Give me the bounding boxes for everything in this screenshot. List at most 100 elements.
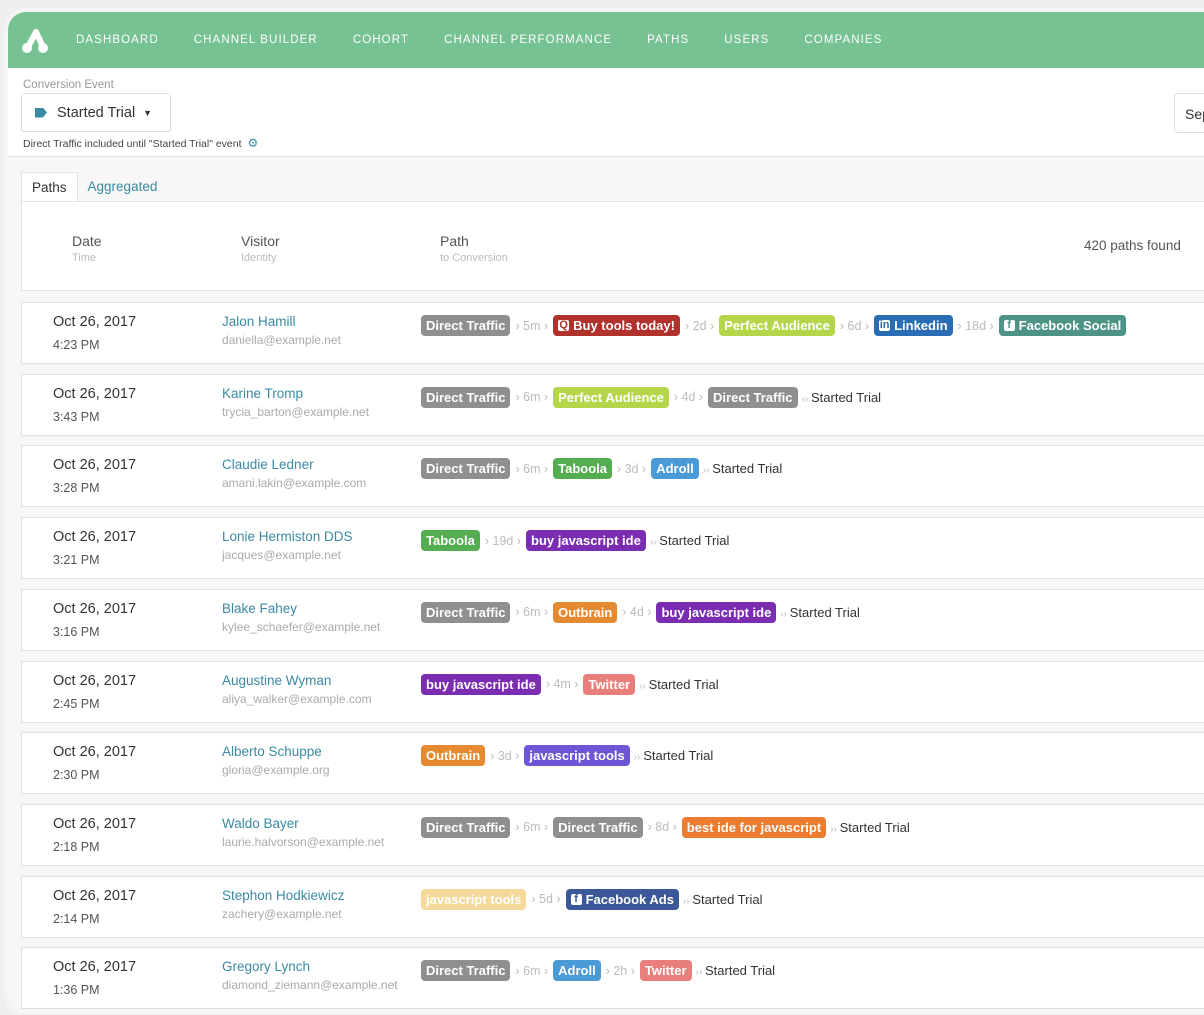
- table-row[interactable]: Oct 26, 2017 3:21 PM Lonie Hermiston DDS ja…: [21, 517, 1204, 580]
- channel-tag-label: Taboola: [426, 533, 475, 549]
- linkedin-icon: in: [879, 319, 891, 331]
- table-row[interactable]: Oct 26, 2017 2:45 PM Augustine Wyman aliya_…: [21, 660, 1204, 723]
- channel-tag[interactable]: Direct Traffic: [421, 601, 511, 623]
- search-icon: Q: [558, 319, 570, 331]
- channel-tag[interactable]: buy javascript ide: [656, 601, 777, 623]
- channel-tag[interactable]: Direct Traffic: [553, 816, 643, 838]
- conversion-event-dropdown[interactable]: Started Trial ▼: [21, 93, 171, 132]
- paths-count: 420 paths found: [1084, 238, 1181, 253]
- visitor-name-link[interactable]: Gregory Lynch: [222, 959, 311, 975]
- visitor-name-link[interactable]: Augustine Wyman: [222, 672, 332, 688]
- row-time: 3:16 PM: [53, 624, 100, 639]
- channel-tag[interactable]: Direct Traffic: [421, 458, 511, 480]
- table-row[interactable]: Oct 26, 2017 2:14 PM Stephon Hodkiewicz zac…: [21, 875, 1204, 938]
- visitor-name-link[interactable]: Jalon Hamill: [222, 314, 296, 329]
- conversion-event: Started Trial: [634, 748, 713, 763]
- channel-tag[interactable]: Outbrain: [421, 745, 486, 767]
- date-range-button[interactable]: Sep: [1174, 93, 1204, 133]
- channel-tag[interactable]: in Linkedin: [874, 315, 953, 336]
- facebook-icon: f: [1003, 320, 1015, 331]
- nav-users[interactable]: USERS: [724, 34, 770, 46]
- nav-channel-builder[interactable]: CHANNEL BUILDER: [193, 34, 318, 46]
- time-gap: › 4d ›: [622, 605, 652, 620]
- channel-tag[interactable]: buy javascript ide: [526, 530, 646, 552]
- row-time: 3:43 PM: [53, 409, 100, 424]
- channel-tag[interactable]: Direct Traffic: [421, 816, 511, 838]
- table-row[interactable]: Oct 26, 2017 4:23 PM Jalon Hamill daniella@…: [21, 302, 1204, 364]
- time-gap: › 6m ›: [515, 820, 549, 835]
- nav-companies[interactable]: COMPANIES: [804, 34, 883, 46]
- channel-tag[interactable]: best ide for javascript: [681, 816, 827, 838]
- nav-cohort[interactable]: COHORT: [352, 34, 410, 46]
- conversion-event: Started Trial: [830, 820, 910, 835]
- channel-tag-label: Direct Traffic: [426, 389, 506, 405]
- visitor-name-link[interactable]: Karine Tromp: [222, 385, 304, 401]
- visitor-name-link[interactable]: Blake Fahey: [222, 600, 298, 616]
- nav-channel-performance[interactable]: CHANNEL PERFORMANCE: [444, 34, 613, 46]
- row-date: Oct 26, 2017: [53, 887, 137, 904]
- channel-tag[interactable]: javascript tools: [524, 745, 630, 767]
- channel-tag[interactable]: Taboola: [421, 530, 480, 552]
- visitor-name-link[interactable]: Waldo Bayer: [222, 815, 299, 831]
- conversion-event-label: Conversion Event: [23, 79, 114, 91]
- table-row[interactable]: Oct 26, 2017 3:43 PM Karine Tromp trycia_ba…: [21, 373, 1204, 436]
- logo-icon[interactable]: [20, 25, 50, 55]
- time-gap: › 6m ›: [515, 963, 549, 978]
- channel-tag[interactable]: Perfect Audience: [719, 315, 835, 336]
- conversion-path: Direct Traffic › 5m › Q Buy tools today! › 2…: [421, 315, 1127, 336]
- visitor-email: gloria@example.org: [222, 763, 330, 778]
- channel-tag-label: Buy tools today!: [573, 318, 675, 333]
- gear-icon[interactable]: ⚙: [247, 136, 259, 150]
- channel-tag-label: Direct Traffic: [558, 819, 638, 835]
- channel-tag-label: Taboola: [558, 461, 607, 477]
- table-row[interactable]: Oct 26, 2017 2:30 PM Alberto Schuppe gloria…: [21, 732, 1204, 795]
- visitor-email: laurie.halvorson@example.net: [222, 834, 385, 849]
- channel-tag-label: javascript tools: [529, 748, 625, 764]
- tab-aggregated[interactable]: Aggregated: [87, 179, 158, 194]
- channel-tag[interactable]: Adroll: [651, 458, 699, 480]
- row-time: 3:21 PM: [53, 553, 100, 568]
- visitor-email: diamond_ziemann@example.net: [222, 978, 398, 993]
- row-time: 4:23 PM: [53, 338, 100, 352]
- visitor-name-link[interactable]: Stephon Hodkiewicz: [222, 887, 345, 903]
- visitor-name-link[interactable]: Claudie Ledner: [222, 457, 314, 473]
- channel-tag[interactable]: Taboola: [553, 458, 612, 480]
- channel-tag[interactable]: Twitter: [583, 673, 636, 695]
- nav-paths[interactable]: PATHS: [647, 34, 690, 46]
- time-gap: › 4d ›: [673, 390, 704, 405]
- nav-dashboard[interactable]: DASHBOARD: [76, 34, 159, 46]
- visitor-email: kylee_schaefer@example.net: [222, 619, 381, 634]
- visitor-name-link[interactable]: Alberto Schuppe: [222, 744, 322, 760]
- channel-tag[interactable]: javascript tools: [421, 888, 527, 910]
- time-gap: › 6m ›: [515, 461, 549, 476]
- channel-tag[interactable]: f Facebook Ads: [565, 888, 679, 910]
- facebook-icon: f: [570, 893, 582, 905]
- col-path: Path to Conversion: [440, 233, 508, 264]
- table-row[interactable]: Oct 26, 2017 3:16 PM Blake Fahey kylee_scha…: [21, 588, 1204, 651]
- app-window: DASHBOARD CHANNEL BUILDER COHORT CHANNEL…: [8, 12, 1204, 1012]
- time-gap: › 2h ›: [605, 963, 635, 978]
- table-row[interactable]: Oct 26, 2017 3:28 PM Claudie Ledner amani.l…: [21, 445, 1204, 508]
- channel-tag-label: buy javascript ide: [661, 604, 772, 620]
- channel-tag[interactable]: Q Buy tools today!: [553, 315, 680, 336]
- tab-paths[interactable]: Paths: [21, 172, 78, 202]
- time-gap: › 5d ›: [531, 892, 561, 907]
- channel-tag[interactable]: Twitter: [639, 960, 692, 982]
- channel-tag[interactable]: Perfect Audience: [553, 386, 669, 408]
- channel-tag[interactable]: f Facebook Social: [998, 315, 1127, 336]
- visitor-name-link[interactable]: Lonie Hermiston DDS: [222, 529, 353, 545]
- channel-tag[interactable]: buy javascript ide: [421, 673, 541, 695]
- view-tabs: Paths Aggregated: [21, 172, 167, 202]
- time-gap: › 6d ›: [839, 318, 870, 333]
- filter-header: Conversion Event Started Trial ▼ Direct …: [8, 68, 1204, 157]
- row-time: 3:28 PM: [53, 481, 100, 496]
- channel-tag[interactable]: Direct Traffic: [708, 386, 798, 408]
- channel-tag[interactable]: Direct Traffic: [421, 386, 511, 408]
- channel-tag[interactable]: Direct Traffic: [421, 315, 511, 336]
- channel-tag[interactable]: Adroll: [553, 960, 601, 982]
- channel-tag[interactable]: Direct Traffic: [421, 960, 511, 982]
- channel-tag[interactable]: Outbrain: [553, 601, 618, 623]
- table-row[interactable]: Oct 26, 2017 1:36 PM Gregory Lynch diamond_…: [21, 947, 1204, 1010]
- channel-tag-label: best ide for javascript: [686, 819, 822, 835]
- table-row[interactable]: Oct 26, 2017 2:18 PM Waldo Bayer laurie.hal…: [21, 803, 1204, 866]
